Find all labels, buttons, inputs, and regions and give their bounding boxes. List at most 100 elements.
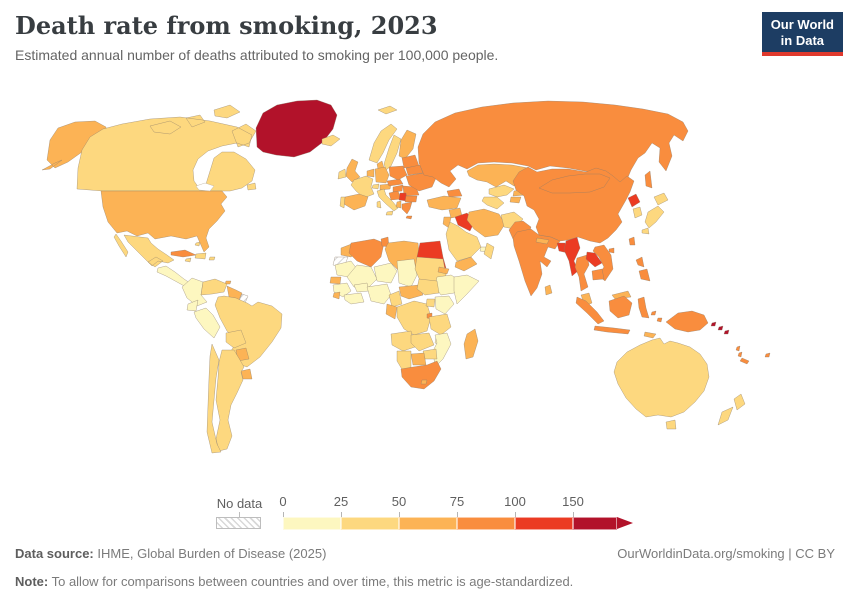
country-south-sudan[interactable] (416, 278, 440, 296)
country-colombia[interactable] (181, 277, 208, 307)
country-italy[interactable] (376, 188, 399, 216)
country-vanuatu[interactable] (735, 345, 743, 358)
country-bolivia[interactable] (225, 329, 247, 349)
country-south-africa[interactable] (400, 360, 442, 390)
country-brazil[interactable] (214, 295, 283, 368)
country-canada[interactable] (76, 104, 257, 192)
country-yemen[interactable] (454, 256, 478, 272)
country-uzbekistan[interactable] (488, 184, 515, 198)
country-kenya[interactable] (434, 295, 455, 315)
country-chad[interactable] (396, 258, 418, 288)
country-caucasus[interactable] (446, 188, 463, 198)
country-france[interactable] (350, 175, 375, 199)
country-tajikistan[interactable] (509, 196, 522, 204)
country-lesotho[interactable] (420, 379, 428, 385)
legend-bin-150+[interactable] (573, 517, 617, 530)
country-trinidad[interactable] (224, 280, 232, 285)
country-solomon-islands[interactable] (710, 321, 730, 335)
country-greenland[interactable] (255, 99, 338, 158)
country-poland[interactable] (388, 165, 408, 181)
country-eritrea[interactable] (437, 266, 450, 275)
country-timor[interactable] (643, 331, 657, 339)
owid-logo[interactable]: Our World in Data (761, 12, 843, 57)
country-sri-lanka[interactable] (544, 284, 553, 296)
legend-bin-50-75[interactable] (399, 517, 457, 530)
country-svalbard[interactable] (377, 105, 398, 115)
country-mozambique[interactable] (432, 332, 452, 368)
country-somalia[interactable] (453, 274, 480, 305)
country-australia[interactable] (613, 337, 710, 430)
country-turkey[interactable] (426, 195, 462, 211)
country-ecuador[interactable] (186, 299, 199, 312)
country-czech-slovakia[interactable] (386, 178, 404, 187)
country-mongolia[interactable] (538, 173, 611, 194)
country-hungary[interactable] (392, 184, 404, 193)
legend-bin-0-25[interactable] (283, 517, 341, 530)
country-japan[interactable] (641, 192, 669, 235)
country-norway[interactable] (368, 123, 398, 164)
country-jamaica[interactable] (184, 257, 192, 263)
country-philippines[interactable] (635, 256, 651, 282)
country-new-zealand[interactable] (717, 393, 746, 426)
country-germany[interactable] (374, 166, 390, 184)
country-saudi-arabia[interactable] (445, 221, 482, 262)
country-drc[interactable] (396, 300, 432, 336)
owid-link[interactable]: OurWorldinData.org/smoking | CC BY (617, 546, 835, 561)
country-peru[interactable] (193, 307, 221, 339)
country-bulgaria[interactable] (404, 195, 418, 203)
legend-colorbar[interactable] (283, 517, 633, 530)
country-thailand[interactable] (574, 254, 590, 292)
country-austria[interactable] (379, 183, 392, 191)
country-tanzania[interactable] (428, 313, 452, 336)
country-nigeria[interactable] (366, 283, 392, 305)
country-switzerland[interactable] (371, 183, 380, 190)
country-usa[interactable] (100, 190, 228, 253)
country-argentina[interactable] (215, 349, 245, 452)
country-taiwan[interactable] (628, 236, 636, 246)
country-cuba[interactable] (170, 249, 197, 258)
country-niger[interactable] (373, 262, 398, 284)
country-venezuela[interactable] (200, 278, 228, 296)
country-central-america[interactable] (156, 265, 191, 288)
country-laos[interactable] (585, 251, 603, 268)
country-cambodia[interactable] (591, 268, 605, 281)
country-north-korea[interactable] (627, 193, 641, 208)
country-new-caledonia[interactable] (739, 357, 750, 365)
country-sweden[interactable] (383, 134, 402, 171)
country-uruguay[interactable] (240, 368, 253, 380)
country-india[interactable] (512, 228, 561, 297)
country-spain[interactable] (343, 193, 369, 211)
country-chile[interactable] (206, 343, 222, 454)
country-gabon-congo[interactable] (385, 303, 398, 320)
country-uk[interactable] (345, 158, 361, 183)
country-mexico[interactable] (113, 233, 175, 268)
country-fiji[interactable] (764, 352, 771, 358)
country-turkmenistan[interactable] (481, 196, 505, 210)
country-cameroon[interactable] (388, 290, 403, 308)
country-guyana-suriname[interactable] (226, 285, 243, 303)
country-bahamas[interactable] (194, 241, 201, 247)
country-iceland[interactable] (321, 134, 341, 147)
country-south-korea[interactable] (632, 206, 643, 219)
legend-bin-75-100[interactable] (457, 517, 515, 530)
country-madagascar[interactable] (463, 328, 479, 360)
country-senegal[interactable] (329, 276, 342, 285)
country-zimbabwe[interactable] (422, 348, 438, 360)
country-nepal[interactable] (535, 237, 550, 245)
country-ireland[interactable] (337, 168, 347, 180)
country-new-guinea[interactable] (665, 310, 709, 333)
country-puerto-rico[interactable] (208, 256, 216, 261)
country-greece[interactable] (401, 201, 413, 220)
country-algeria[interactable] (348, 238, 385, 268)
country-zambia[interactable] (410, 332, 435, 352)
country-albania[interactable] (395, 200, 402, 209)
legend-bin-100-150[interactable] (515, 517, 573, 530)
country-portugal[interactable] (339, 196, 346, 209)
country-cote-ghana[interactable] (343, 292, 365, 305)
country-finland[interactable] (398, 129, 417, 160)
country-russia[interactable] (417, 100, 689, 195)
country-indonesia[interactable] (575, 295, 663, 335)
country-uganda[interactable] (425, 298, 436, 308)
country-iran[interactable] (466, 208, 506, 238)
